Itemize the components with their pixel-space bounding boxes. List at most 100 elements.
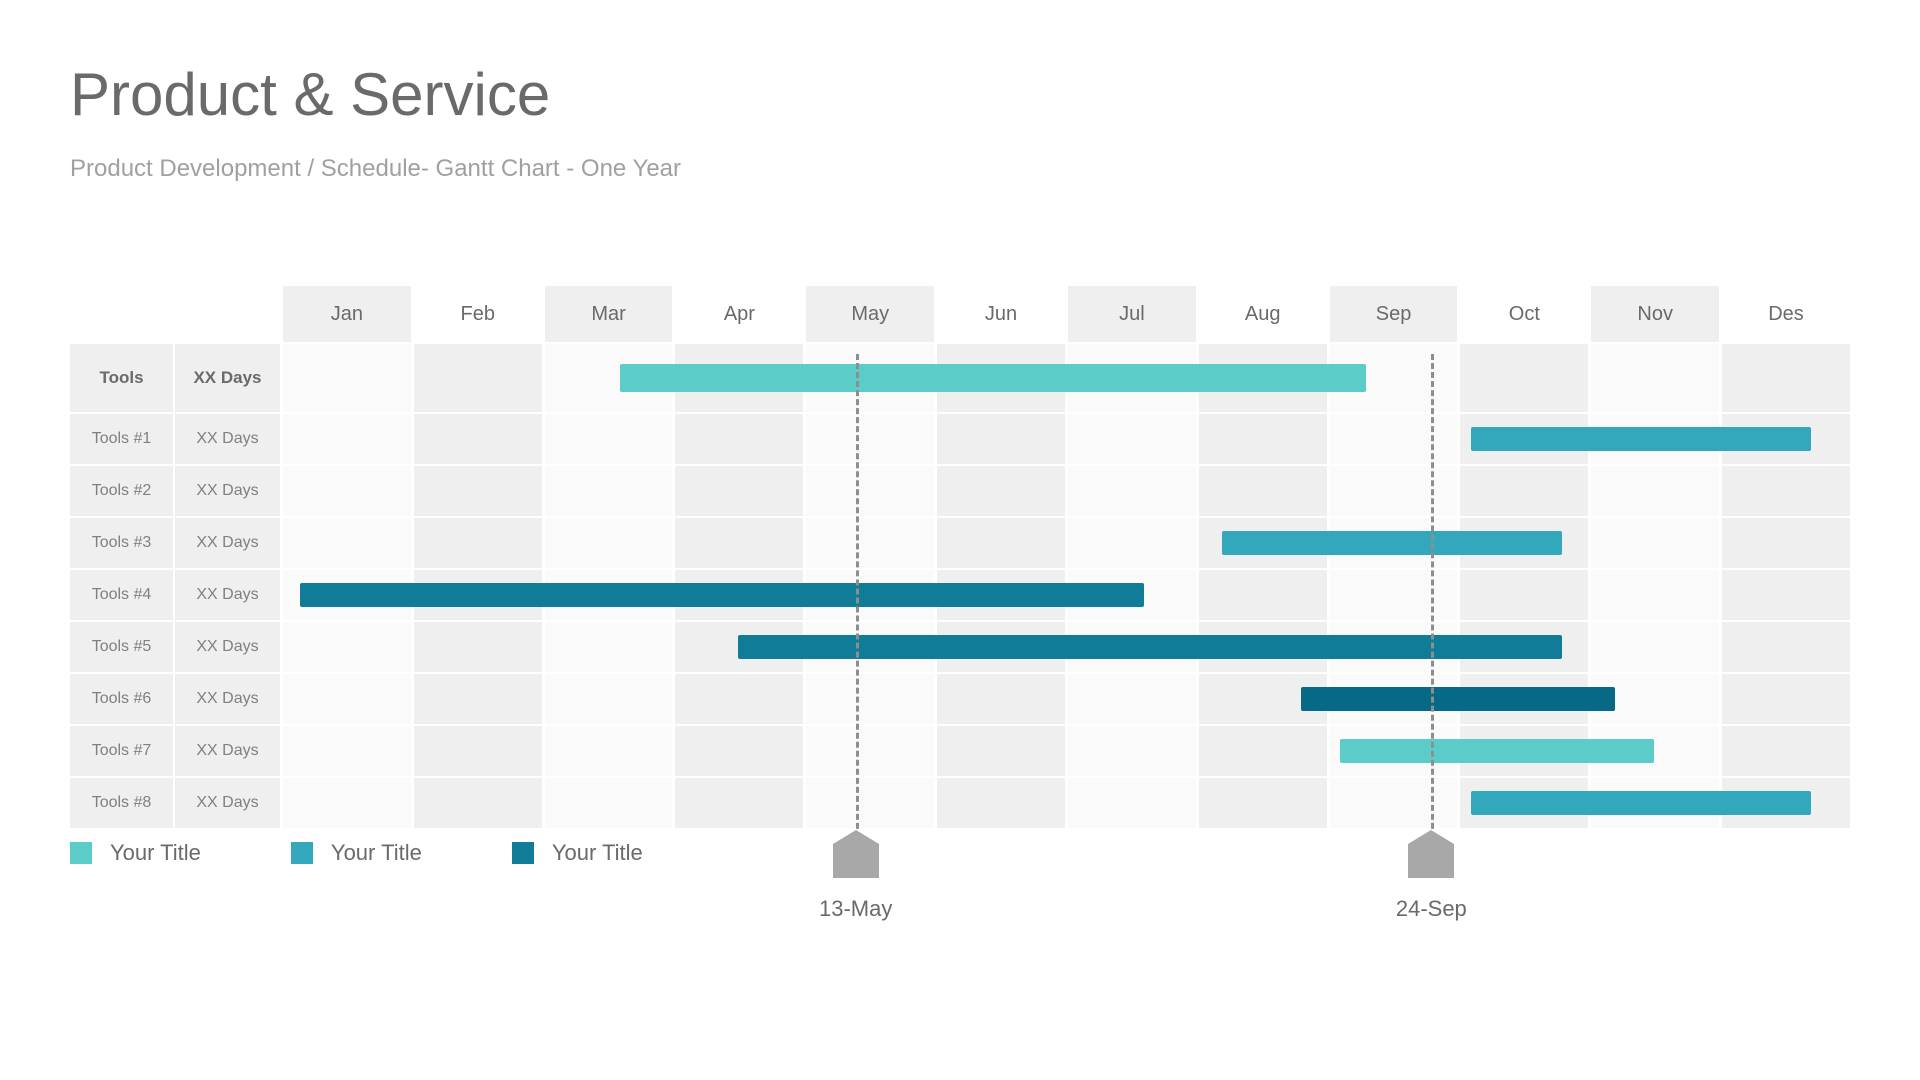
slide: Product & Service Product Development / … bbox=[0, 0, 1920, 1080]
timeline-cell bbox=[803, 726, 934, 776]
gantt-bar bbox=[620, 364, 1366, 392]
timeline-cell bbox=[1196, 570, 1327, 620]
month-header-cell: Feb bbox=[411, 286, 542, 342]
timeline-cell bbox=[934, 518, 1065, 568]
timeline-cell bbox=[803, 674, 934, 724]
row-days: XX Days bbox=[175, 414, 280, 464]
timeline-cell bbox=[542, 726, 673, 776]
timeline-cell bbox=[1588, 518, 1719, 568]
timeline-cell bbox=[1065, 674, 1196, 724]
timeline-cell bbox=[542, 466, 673, 516]
timeline-cell bbox=[803, 778, 934, 828]
timeline-cell bbox=[280, 344, 411, 412]
gantt-chart: JanFebMarAprMayJunJulAugSepOctNovDes Too… bbox=[70, 286, 1850, 828]
gantt-bar bbox=[1471, 427, 1811, 451]
gantt-bar bbox=[1301, 687, 1615, 711]
timeline-cell bbox=[1196, 414, 1327, 464]
row-timeline bbox=[280, 726, 1850, 776]
row-timeline bbox=[280, 518, 1850, 568]
timeline-cell bbox=[1719, 344, 1850, 412]
marker-icon bbox=[1408, 844, 1454, 878]
row-name: Tools #4 bbox=[70, 570, 175, 620]
legend-item: Your Title bbox=[291, 840, 422, 866]
timeline-cell bbox=[411, 778, 542, 828]
legend-label: Your Title bbox=[552, 840, 643, 866]
timeline-cell bbox=[542, 778, 673, 828]
timeline-cell bbox=[934, 414, 1065, 464]
timeline-cell bbox=[542, 414, 673, 464]
timeline-cell bbox=[1588, 622, 1719, 672]
timeline-cell bbox=[280, 466, 411, 516]
timeline-cell bbox=[1719, 518, 1850, 568]
timeline-cell bbox=[934, 726, 1065, 776]
row-timeline bbox=[280, 778, 1850, 828]
row-name: Tools #6 bbox=[70, 674, 175, 724]
timeline-cell bbox=[1457, 466, 1588, 516]
timeline-cell bbox=[672, 518, 803, 568]
timeline-cell bbox=[1065, 778, 1196, 828]
timeline-cell bbox=[411, 344, 542, 412]
timeline-cell bbox=[280, 414, 411, 464]
timeline-cell bbox=[411, 466, 542, 516]
month-header-cell: Nov bbox=[1588, 286, 1719, 342]
month-header-cell: Jan bbox=[280, 286, 411, 342]
month-header-cell: Mar bbox=[542, 286, 673, 342]
timeline-cell bbox=[1457, 344, 1588, 412]
gantt-month-header: JanFebMarAprMayJunJulAugSepOctNovDes bbox=[70, 286, 1850, 342]
timeline-cell bbox=[1719, 466, 1850, 516]
row-name: Tools #8 bbox=[70, 778, 175, 828]
row-days: XX Days bbox=[175, 622, 280, 672]
gantt-row: Tools #4XX Days bbox=[70, 568, 1850, 620]
timeline-cell bbox=[1065, 518, 1196, 568]
row-timeline bbox=[280, 570, 1850, 620]
row-days: XX Days bbox=[175, 726, 280, 776]
timeline-cell bbox=[672, 414, 803, 464]
legend-label: Your Title bbox=[331, 840, 422, 866]
gantt-header-leftpad bbox=[70, 286, 280, 342]
timeline-cell bbox=[934, 778, 1065, 828]
row-timeline bbox=[280, 466, 1850, 516]
timeline-cell bbox=[672, 466, 803, 516]
timeline-cell bbox=[1065, 414, 1196, 464]
legend-item: Your Title bbox=[70, 840, 201, 866]
gantt-body: ToolsXX DaysTools #1XX DaysTools #2XX Da… bbox=[70, 342, 1850, 828]
month-header-cell: Sep bbox=[1327, 286, 1458, 342]
row-timeline bbox=[280, 414, 1850, 464]
timeline-cell bbox=[542, 674, 673, 724]
timeline-cell bbox=[542, 622, 673, 672]
gantt-row: Tools #1XX Days bbox=[70, 412, 1850, 464]
month-header-cell: Jun bbox=[934, 286, 1065, 342]
row-days: XX Days bbox=[175, 344, 280, 412]
page-subtitle: Product Development / Schedule- Gantt Ch… bbox=[70, 155, 1850, 183]
timeline-cell bbox=[411, 726, 542, 776]
timeline-cell bbox=[411, 622, 542, 672]
timeline-cell bbox=[1719, 726, 1850, 776]
row-timeline bbox=[280, 344, 1850, 412]
marker-label: 13-May bbox=[819, 896, 892, 922]
gantt-months: JanFebMarAprMayJunJulAugSepOctNovDes bbox=[280, 286, 1850, 342]
gantt-bar bbox=[300, 583, 1144, 607]
row-name: Tools #3 bbox=[70, 518, 175, 568]
row-days: XX Days bbox=[175, 466, 280, 516]
marker-icon bbox=[833, 844, 879, 878]
timeline-cell bbox=[1588, 344, 1719, 412]
legend-item: Your Title bbox=[512, 840, 643, 866]
timeline-cell bbox=[1327, 414, 1458, 464]
row-name: Tools #2 bbox=[70, 466, 175, 516]
page-title: Product & Service bbox=[70, 60, 1850, 129]
row-name: Tools #7 bbox=[70, 726, 175, 776]
timeline-cell bbox=[1065, 726, 1196, 776]
timeline-cell bbox=[1196, 726, 1327, 776]
timeline-cell bbox=[803, 518, 934, 568]
row-days: XX Days bbox=[175, 518, 280, 568]
gantt-bar bbox=[1340, 739, 1654, 763]
gantt-bar bbox=[1471, 791, 1811, 815]
row-name: Tools #5 bbox=[70, 622, 175, 672]
timeline-cell bbox=[280, 778, 411, 828]
timeline-cell bbox=[1196, 466, 1327, 516]
timeline-cell bbox=[280, 622, 411, 672]
timeline-cell bbox=[672, 778, 803, 828]
timeline-cell bbox=[1457, 570, 1588, 620]
month-header-cell: Aug bbox=[1196, 286, 1327, 342]
month-header-cell: Jul bbox=[1065, 286, 1196, 342]
